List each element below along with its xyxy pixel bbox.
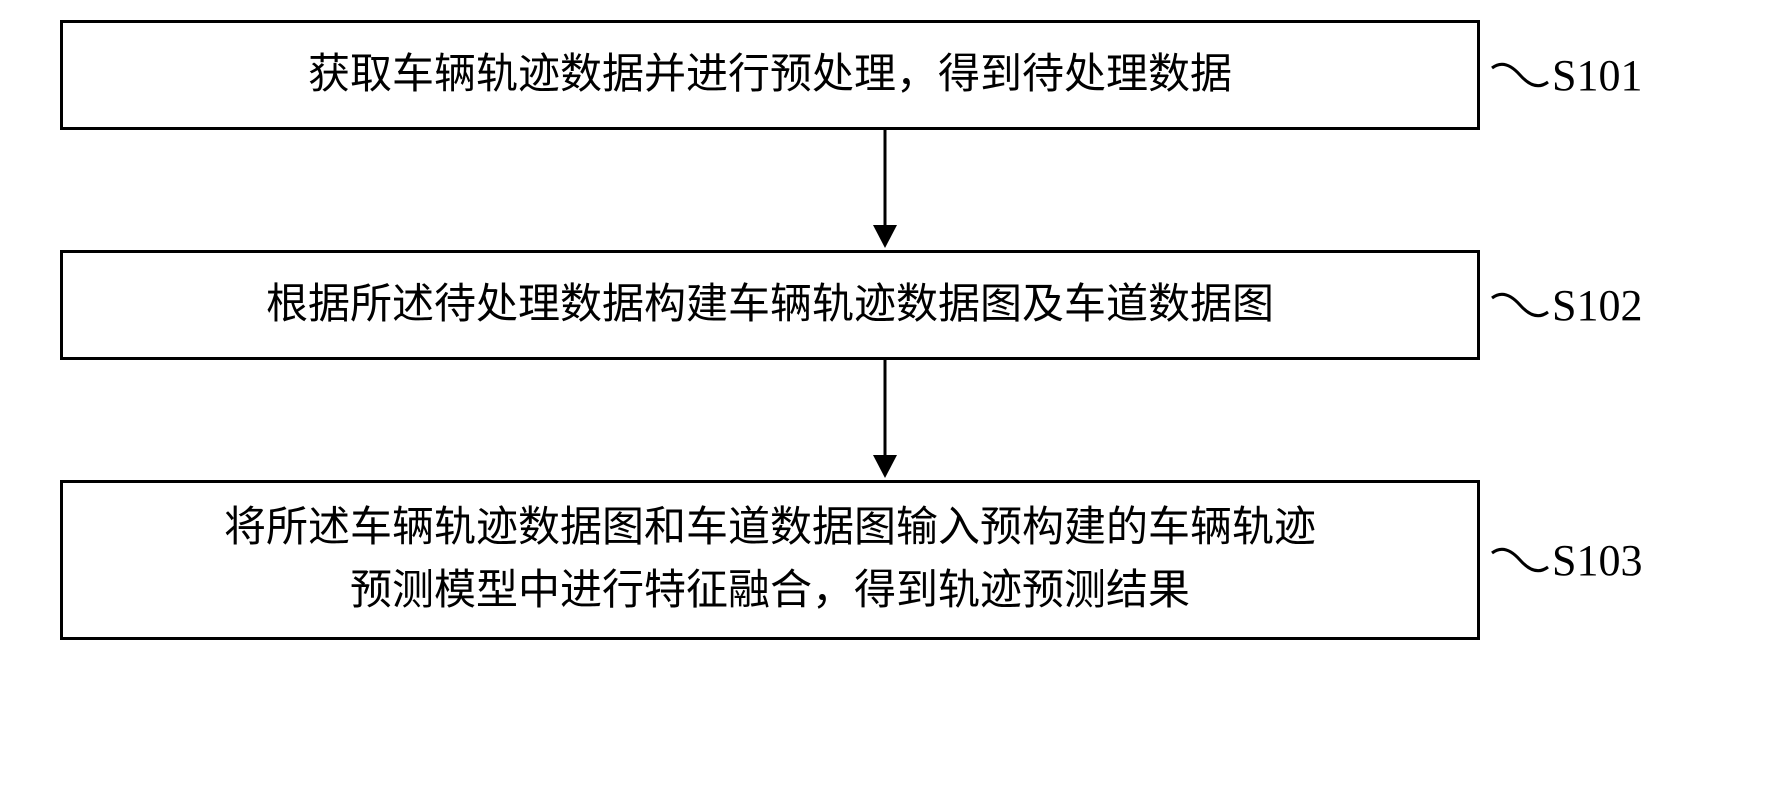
step-text-3: 将所述车辆轨迹数据图和车道数据图输入预构建的车辆轨迹 预测模型中进行特征融合，得… [224,497,1316,623]
step-text-2: 根据所述待处理数据构建车辆轨迹数据图及车道数据图 [266,274,1274,337]
step-box-3: 将所述车辆轨迹数据图和车道数据图输入预构建的车辆轨迹 预测模型中进行特征融合，得… [60,480,1480,640]
label-wrap-2: S102 [1490,280,1642,331]
arrow-1 [175,130,1595,250]
step-label-3: S103 [1552,535,1642,586]
arrow-2 [175,360,1595,480]
squiggle-icon [1490,290,1550,320]
step-row-3: 将所述车辆轨迹数据图和车道数据图输入预构建的车辆轨迹 预测模型中进行特征融合，得… [60,480,1710,640]
step-box-2: 根据所述待处理数据构建车辆轨迹数据图及车道数据图 [60,250,1480,360]
step-box-1: 获取车辆轨迹数据并进行预处理，得到待处理数据 [60,20,1480,130]
squiggle-icon [1490,545,1550,575]
squiggle-icon [1490,60,1550,90]
step-label-2: S102 [1552,280,1642,331]
step-label-1: S101 [1552,50,1642,101]
label-wrap-1: S101 [1490,50,1642,101]
step-row-1: 获取车辆轨迹数据并进行预处理，得到待处理数据 S101 [60,20,1710,130]
arrow-down-icon [865,130,905,250]
arrow-down-icon [865,360,905,480]
label-wrap-3: S103 [1490,535,1642,586]
flowchart-container: 获取车辆轨迹数据并进行预处理，得到待处理数据 S101 根据所述待处理数据构建车… [60,20,1710,640]
step-row-2: 根据所述待处理数据构建车辆轨迹数据图及车道数据图 S102 [60,250,1710,360]
step-text-1: 获取车辆轨迹数据并进行预处理，得到待处理数据 [308,44,1232,107]
